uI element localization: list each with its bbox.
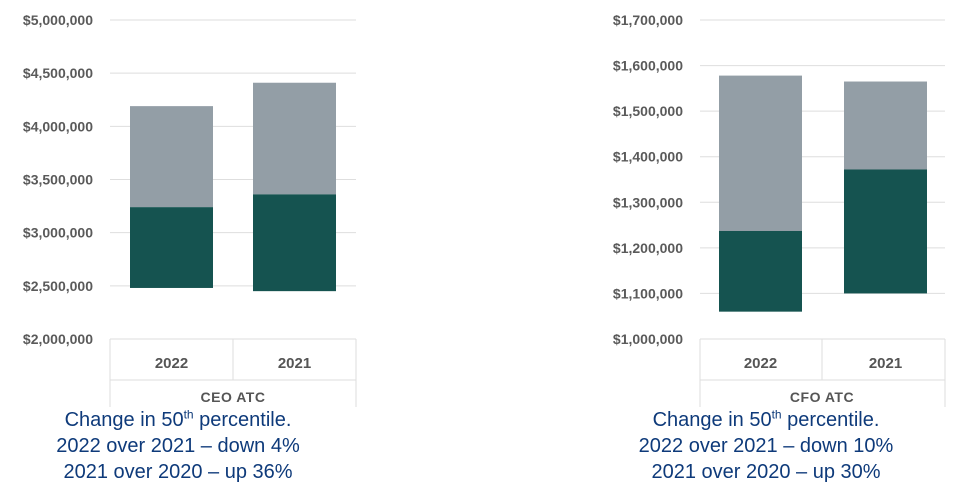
ceo-atc-chart: $2,000,000 $2,500,000 $3,000,000 $3,500,000…: [23, 12, 357, 407]
cfo-caption: Change in 50th percentile. 2022 over 202…: [587, 407, 945, 485]
bar-upper-segment: [719, 75, 802, 231]
ceo-atc-chart-panel: $2,000,000 $2,500,000 $3,000,000 $3,500,000…: [0, 0, 480, 504]
bar-lower-segment: [130, 207, 213, 288]
category-label: 2022: [744, 355, 777, 372]
category-label: 2021: [278, 355, 311, 372]
category-label: 2021: [869, 355, 902, 372]
y-tick-label: $1,400,000: [613, 149, 683, 165]
ceo-caption: Change in 50th percentile. 2022 over 202…: [0, 407, 356, 485]
bar-lower-segment: [844, 169, 927, 294]
bar-upper-segment: [253, 82, 336, 195]
y-tick-label: $5,000,000: [23, 12, 93, 28]
y-tick-label: $1,100,000: [613, 285, 683, 301]
y-tick-label: $1,000,000: [613, 331, 683, 347]
bar-upper-segment: [844, 81, 927, 170]
y-tick-label: $1,700,000: [613, 12, 683, 28]
y-tick-label: $4,500,000: [23, 65, 93, 81]
category-label: 2022: [155, 355, 188, 372]
bar-lower-segment: [253, 194, 336, 292]
cfo-caption-line1: Change in 50th percentile.: [652, 407, 880, 431]
y-tick-label: $1,200,000: [613, 240, 683, 256]
y-tick-label: $2,000,000: [23, 331, 93, 347]
cfo-caption-line3: 2021 over 2020 – up 30%: [651, 461, 881, 483]
y-tick-label: $3,000,000: [23, 225, 93, 241]
y-tick-label: $2,500,000: [23, 278, 93, 294]
ceo-caption-line3: 2021 over 2020 – up 36%: [63, 461, 293, 483]
cfo-atc-chart-panel: $1,000,000 $1,100,000 $1,200,000 $1,300,000…: [487, 0, 967, 504]
group-label: CFO ATC: [790, 389, 854, 405]
bar-lower-segment: [719, 230, 802, 312]
y-tick-label: $4,000,000: [23, 118, 93, 134]
cfo-caption-line2: 2022 over 2021 – down 10%: [638, 435, 894, 457]
ceo-caption-line1: Change in 50th percentile.: [64, 407, 292, 431]
bar-upper-segment: [130, 106, 213, 208]
y-tick-label: $1,600,000: [613, 58, 683, 74]
y-tick-label: $1,500,000: [613, 103, 683, 119]
y-tick-label: $3,500,000: [23, 172, 93, 188]
ceo-caption-line2: 2022 over 2021 – down 4%: [56, 435, 300, 457]
group-label: CEO ATC: [201, 389, 266, 405]
cfo-atc-chart: $1,000,000 $1,100,000 $1,200,000 $1,300,000…: [613, 12, 946, 407]
y-tick-label: $1,300,000: [613, 194, 683, 210]
